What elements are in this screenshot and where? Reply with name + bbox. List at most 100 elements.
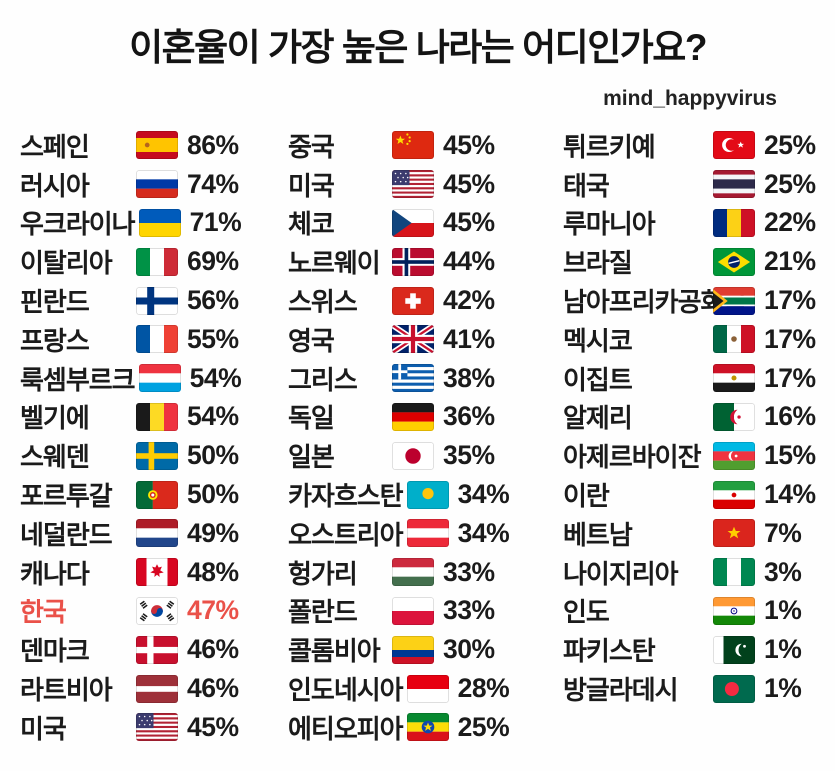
country-row: 한국 47%	[20, 592, 288, 631]
flag-dk-icon	[136, 635, 178, 664]
country-name-label: 폴란드	[288, 597, 358, 628]
country-row: 라트비아 46%	[20, 669, 288, 708]
flag-fi-icon	[136, 286, 178, 315]
country-row: 프랑스 55%	[20, 320, 288, 359]
flag-at-icon	[406, 519, 449, 548]
country-row: 멕시코 17%	[563, 320, 816, 359]
country-name-label: 나이지리아	[563, 558, 679, 589]
country-name-label: 네덜란드	[20, 519, 113, 550]
flag-us-icon	[136, 713, 178, 742]
divorce-rate-value: 55%	[187, 323, 239, 354]
flag-th-icon	[713, 170, 755, 199]
country-row: 스페인 86%	[20, 126, 288, 165]
flag-it-icon	[136, 247, 178, 276]
flag-gr-icon	[392, 364, 434, 393]
divorce-rate-value: 30%	[443, 634, 495, 665]
country-row: 노르웨이 44%	[288, 242, 563, 281]
divorce-rate-value: 34%	[457, 479, 510, 510]
country-name-label: 이탈리아	[20, 248, 113, 279]
country-row: 알제리 16%	[563, 398, 816, 437]
country-name-label: 벨기에	[20, 403, 90, 434]
flag-se-icon	[136, 441, 178, 470]
country-name-label: 스위스	[288, 287, 358, 318]
country-row: 튀르키예 25%	[563, 126, 816, 165]
country-row: 독일 36%	[288, 398, 563, 437]
country-row: 이탈리아 69%	[20, 242, 288, 281]
country-row: 덴마크 46%	[20, 630, 288, 669]
flag-ng-icon	[713, 558, 755, 587]
flag-eg-icon	[713, 364, 755, 393]
country-name-label: 튀르키예	[563, 131, 656, 162]
country-name-label: 스웨덴	[20, 442, 90, 473]
divorce-rate-value: 54%	[189, 362, 242, 393]
flag-cn-icon	[392, 131, 434, 160]
country-name-label: 이집트	[563, 364, 633, 395]
divorce-rate-value: 1%	[764, 634, 802, 665]
divorce-rate-value: 25%	[764, 168, 816, 199]
divorce-rate-value: 17%	[764, 285, 816, 316]
country-column-2: 중국 45% 미국 45% 체코 45% 노르웨이 44% 스위스 42% 영국 41% 그리스 38% 독…	[288, 126, 563, 747]
divorce-rate-value: 45%	[443, 168, 495, 199]
country-name-label: 노르웨이	[288, 248, 381, 279]
country-list: 스페인 86% 러시아 74% 우크라이나 71% 이탈리아 69% 핀란드 56% 프랑스 55% 룩…	[20, 126, 835, 747]
country-name-label: 캐나다	[20, 558, 90, 589]
country-row: 우크라이나 71%	[20, 204, 288, 243]
country-name-label: 체코	[288, 209, 335, 240]
country-column-1: 스페인 86% 러시아 74% 우크라이나 71% 이탈리아 69% 핀란드 56% 프랑스 55% 룩…	[20, 126, 288, 747]
divorce-rate-value: 38%	[443, 362, 495, 393]
country-name-label: 일본	[288, 442, 335, 473]
country-row: 체코 45%	[288, 204, 563, 243]
country-name-label: 러시아	[20, 170, 90, 201]
country-name-label: 핀란드	[20, 287, 90, 318]
country-name-label: 미국	[20, 713, 67, 744]
flag-gb-icon	[392, 325, 434, 354]
divorce-rate-value: 46%	[187, 634, 239, 665]
country-name-label: 콜롬비아	[288, 636, 381, 667]
flag-es-icon	[136, 131, 178, 160]
divorce-rate-value: 25%	[764, 129, 816, 160]
country-row: 그리스 38%	[288, 359, 563, 398]
country-row: 이란 14%	[563, 475, 816, 514]
country-row: 네덜란드 49%	[20, 514, 288, 553]
country-row: 브라질 21%	[563, 242, 816, 281]
country-row: 벨기에 54%	[20, 398, 288, 437]
divorce-rate-value: 41%	[443, 323, 495, 354]
country-row: 에티오피아 25%	[288, 708, 563, 747]
flag-lu-icon	[138, 364, 181, 393]
country-row: 아제르바이잔 15%	[563, 436, 816, 475]
country-name-label: 우크라이나	[20, 209, 136, 240]
divorce-rate-value: 69%	[187, 246, 239, 277]
country-row: 영국 41%	[288, 320, 563, 359]
country-name-label: 덴마크	[20, 636, 90, 667]
country-row: 미국 45%	[288, 165, 563, 204]
flag-tr-icon	[713, 131, 755, 160]
country-row: 오스트리아 34%	[288, 514, 563, 553]
flag-br-icon	[713, 247, 755, 276]
country-name-label: 이란	[563, 481, 610, 512]
divorce-rate-value: 17%	[764, 362, 816, 393]
flag-lv-icon	[136, 674, 178, 703]
page-title: 이혼율이 가장 높은 나라는 어디인가요?	[129, 27, 707, 68]
flag-vn-icon	[713, 519, 755, 548]
country-name-label: 그리스	[288, 364, 358, 395]
divorce-rate-value: 22%	[764, 207, 816, 238]
country-row: 일본 35%	[288, 436, 563, 475]
credit-handle: mind_happyvirus	[603, 87, 777, 110]
country-row: 베트남 7%	[563, 514, 815, 553]
divorce-rate-value: 36%	[443, 401, 495, 432]
flag-za-icon	[713, 286, 755, 315]
flag-in-icon	[713, 596, 755, 625]
country-name-label: 스페인	[20, 131, 90, 162]
country-row: 루마니아 22%	[563, 204, 816, 243]
divorce-rate-value: 50%	[187, 440, 239, 471]
country-row: 인도네시아 28%	[288, 669, 563, 708]
divorce-rate-value: 1%	[764, 673, 802, 704]
flag-no-icon	[392, 247, 434, 276]
country-name-label: 베트남	[563, 519, 633, 550]
divorce-rate-value: 15%	[764, 440, 816, 471]
divorce-rate-value: 28%	[457, 673, 510, 704]
flag-pl-icon	[392, 596, 434, 625]
flag-pk-icon	[713, 635, 755, 664]
flag-pt-icon	[136, 480, 178, 509]
divorce-rate-value: 16%	[764, 401, 816, 432]
